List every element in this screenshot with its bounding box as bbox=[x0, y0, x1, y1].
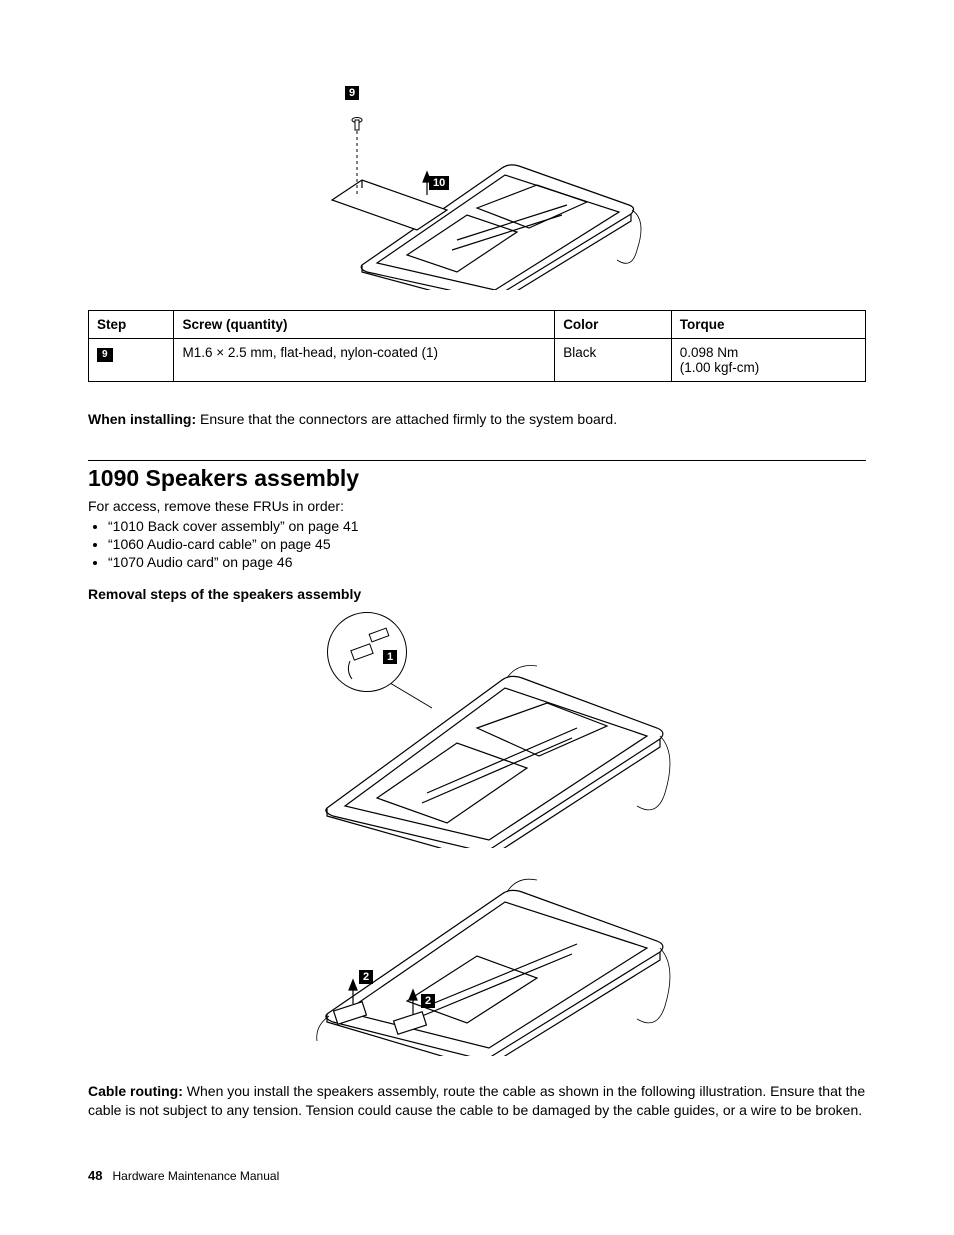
list-item: “1010 Back cover assembly” on page 41 bbox=[108, 518, 866, 534]
callout-10: 10 bbox=[429, 176, 449, 190]
section-title: 1090 Speakers assembly bbox=[88, 465, 866, 492]
cell-torque: 0.098 Nm (1.00 kgf-cm) bbox=[671, 339, 865, 382]
section-rule bbox=[88, 460, 866, 461]
col-color: Color bbox=[555, 311, 672, 339]
list-item: “1070 Audio card” on page 46 bbox=[108, 554, 866, 570]
col-torque: Torque bbox=[671, 311, 865, 339]
page-footer: 48 Hardware Maintenance Manual bbox=[88, 1168, 279, 1183]
torque-value: 0.098 Nm bbox=[680, 345, 739, 360]
step-badge: 9 bbox=[97, 348, 113, 362]
list-item: “1060 Audio-card cable” on page 45 bbox=[108, 536, 866, 552]
screw-table: Step Screw (quantity) Color Torque 9 M1.… bbox=[88, 310, 866, 382]
table-header-row: Step Screw (quantity) Color Torque bbox=[89, 311, 866, 339]
removal-subheading: Removal steps of the speakers assembly bbox=[88, 586, 866, 602]
callout-1: 1 bbox=[383, 650, 397, 664]
install-note-text: Ensure that the connectors are attached … bbox=[196, 411, 617, 427]
install-note: When installing: Ensure that the connect… bbox=[88, 410, 866, 430]
callout-2b: 2 bbox=[421, 994, 435, 1008]
table-row: 9 M1.6 × 2.5 mm, flat-head, nylon-coated… bbox=[89, 339, 866, 382]
section-intro: For access, remove these FRUs in order: bbox=[88, 498, 866, 514]
tablet-illustration-2 bbox=[277, 856, 677, 1056]
diagram-speakers-1: 1 bbox=[277, 608, 677, 848]
torque-alt: (1.00 kgf-cm) bbox=[680, 360, 760, 375]
diagram-top: 9 10 bbox=[307, 80, 647, 290]
footer-title: Hardware Maintenance Manual bbox=[112, 1169, 279, 1183]
page-number: 48 bbox=[88, 1168, 102, 1183]
cable-routing-note: Cable routing: When you install the spea… bbox=[88, 1082, 866, 1121]
tablet-illustration-top bbox=[307, 80, 647, 290]
callout-2a: 2 bbox=[359, 970, 373, 984]
cell-screw: M1.6 × 2.5 mm, flat-head, nylon-coated (… bbox=[174, 339, 555, 382]
col-step: Step bbox=[89, 311, 174, 339]
callout-9: 9 bbox=[345, 86, 359, 100]
cell-color: Black bbox=[555, 339, 672, 382]
install-note-label: When installing: bbox=[88, 411, 196, 427]
fru-list: “1010 Back cover assembly” on page 41 “1… bbox=[88, 518, 866, 570]
cable-note-text: When you install the speakers assembly, … bbox=[88, 1083, 865, 1119]
cell-step: 9 bbox=[89, 339, 174, 382]
diagram-speakers-2: 2 2 bbox=[277, 856, 677, 1056]
col-screw: Screw (quantity) bbox=[174, 311, 555, 339]
cable-note-label: Cable routing: bbox=[88, 1083, 183, 1099]
